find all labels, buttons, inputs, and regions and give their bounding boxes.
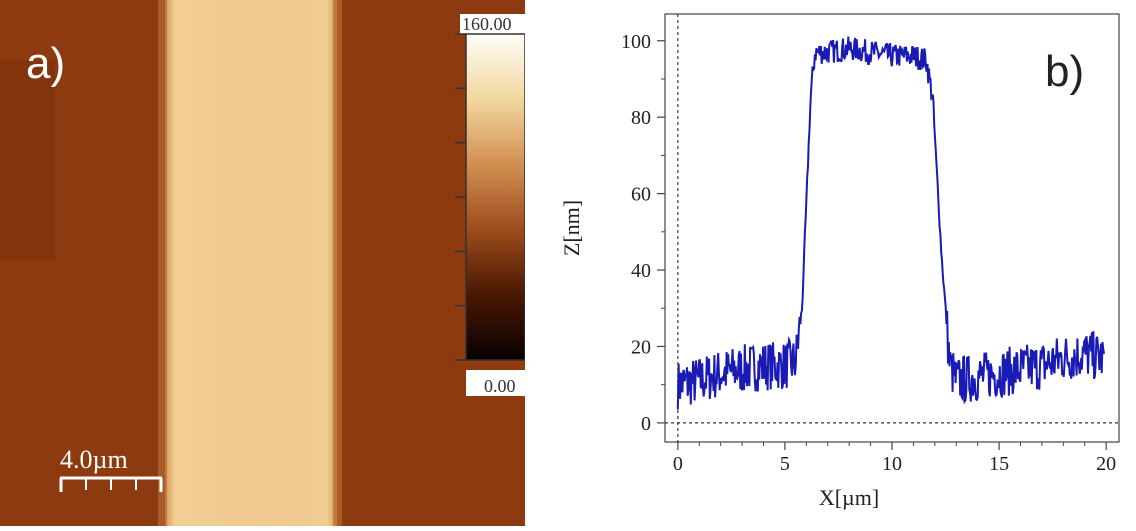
- afm-topography-image: a) 160.00 0.00 4.0µm: [0, 0, 525, 526]
- x-tick-label: 10: [882, 453, 902, 475]
- y-axis-title: Z[nm]: [559, 200, 584, 256]
- colorbar-max-bg: [460, 14, 525, 34]
- panel-label-b: b): [1045, 47, 1084, 96]
- stripe-edge-left: [158, 0, 167, 526]
- scale-bar-label: 4.0µm: [60, 445, 128, 474]
- profile-plot: 0 5 10 15 20 0 20 40 60 80 100 b) X[µm] Z[nm]: [525, 0, 1136, 526]
- plot-background: [525, 0, 1136, 526]
- afm-image: a) 160.00 0.00 4.0µm: [0, 0, 525, 526]
- x-tick-label: 0: [673, 453, 683, 475]
- scale-bar: 4.0µm: [59, 445, 163, 492]
- panel-label-a: a): [26, 39, 65, 88]
- x-tick-label: 15: [989, 453, 1009, 475]
- colorbar-max-label: 160.00: [462, 14, 512, 34]
- y-tick-label: 100: [621, 31, 651, 53]
- colorbar: 160.00 0.00: [455, 14, 525, 396]
- y-tick-label: 80: [631, 107, 651, 129]
- x-axis-title: X[µm]: [819, 485, 879, 510]
- x-tick-label: 5: [780, 453, 790, 475]
- height-profile-chart: 0 5 10 15 20 0 20 40 60 80 100 b) X[µm] Z[nm]: [525, 0, 1136, 526]
- series-line: [676, 36, 1105, 410]
- metal-stripe: [165, 0, 337, 526]
- x-tick-label: 20: [1096, 453, 1116, 475]
- substrate-shadow: [0, 60, 55, 260]
- colorbar-gradient: [465, 33, 525, 361]
- y-tick-label: 0: [641, 413, 651, 435]
- colorbar-min-bg: [466, 370, 525, 396]
- y-tick-label: 60: [631, 184, 651, 206]
- y-tick-label: 20: [631, 336, 651, 358]
- colorbar-min-label: 0.00: [484, 376, 516, 396]
- x-axis-ticks: 0 5 10 15 20: [673, 442, 1116, 475]
- stripe-edge-right: [333, 0, 342, 526]
- y-tick-label: 40: [631, 260, 651, 282]
- colorbar-ticks: [455, 33, 466, 361]
- y-axis-ticks: 0 20 40 60 80 100: [621, 31, 665, 435]
